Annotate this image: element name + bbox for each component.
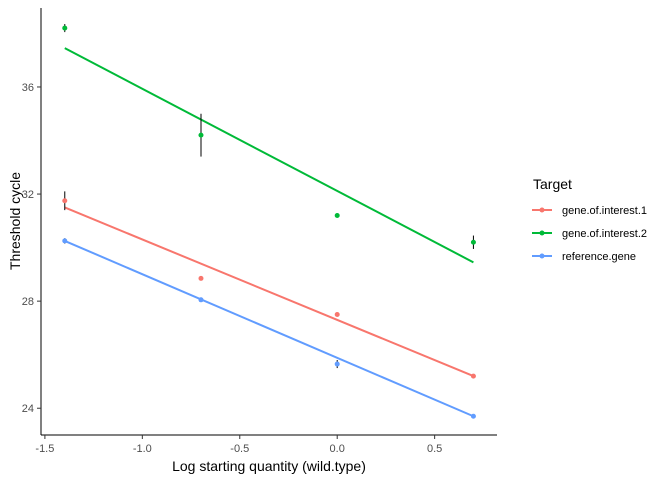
point-reference-gene	[198, 297, 204, 303]
legend-label: gene.of.interest.2	[562, 228, 647, 240]
plot-area	[62, 24, 476, 419]
point-gene-of-interest-1	[198, 275, 204, 281]
y-tick-label: 32	[22, 189, 34, 201]
x-tick-label: 0.0	[330, 443, 345, 455]
data-points	[62, 25, 476, 419]
fit-line-gene-of-interest-2	[64, 47, 474, 264]
legend-key-point-gene-of-interest-1	[539, 207, 545, 213]
legend: Target gene.of.interest.1gene.of.interes…	[532, 176, 647, 263]
y-axis-title: Threshold cycle	[7, 172, 23, 270]
legend-label: reference.gene	[562, 251, 636, 263]
x-tick-label: -0.5	[230, 443, 249, 455]
y-tick-label: 36	[22, 82, 34, 94]
y-tick-label: 24	[22, 403, 34, 415]
fit-line-reference-gene	[64, 239, 474, 418]
x-tick-label: -1.0	[133, 443, 152, 455]
point-gene-of-interest-1	[334, 312, 340, 318]
legend-items: gene.of.interest.1 gene.of.interest.2 refe…	[532, 205, 647, 263]
point-reference-gene	[470, 413, 476, 419]
x-axis-title: Log starting quantity (wild.type)	[172, 458, 366, 474]
legend-key-point-reference-gene	[539, 253, 545, 259]
x-tick-label: 0.5	[427, 443, 442, 455]
point-gene-of-interest-2	[470, 239, 476, 245]
error-bars	[64, 24, 474, 418]
x-axis-ticks: -1.5 -1.0 -0.5 0.0 0.5	[35, 435, 442, 455]
point-reference-gene	[334, 361, 340, 367]
point-gene-of-interest-1	[62, 198, 68, 204]
y-tick-label: 28	[22, 296, 34, 308]
fit-lines	[64, 47, 474, 418]
point-gene-of-interest-2	[334, 212, 340, 218]
point-gene-of-interest-1	[470, 373, 476, 379]
y-axis-ticks: 24 28 32 36	[22, 82, 41, 415]
point-reference-gene	[62, 238, 68, 244]
legend-title: Target	[533, 176, 572, 192]
point-gene-of-interest-2	[62, 25, 68, 31]
fit-line-gene-of-interest-1	[64, 206, 474, 378]
x-tick-label: -1.5	[35, 443, 54, 455]
legend-label: gene.of.interest.1	[562, 205, 647, 217]
point-gene-of-interest-2	[198, 132, 204, 138]
legend-key-point-gene-of-interest-2	[539, 230, 545, 236]
